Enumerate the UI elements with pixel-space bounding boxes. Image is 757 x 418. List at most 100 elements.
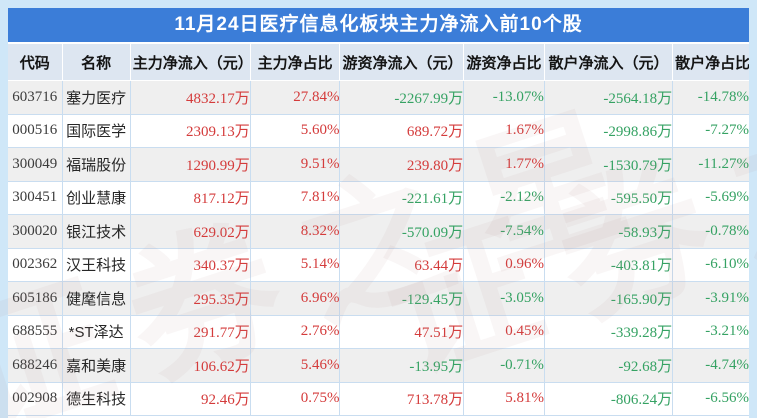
- page-title: 11月24日医疗信息化板块主力净流入前10个股: [8, 8, 749, 42]
- hot-money-net-inflow: 63.44万: [339, 248, 464, 282]
- stock-name: 塞力医疗: [61, 80, 131, 115]
- main-net-ratio: 5.14%: [249, 248, 340, 282]
- fund-flow-table: 代码 名称 主力净流入（元） 主力净占比 游资净流入（元） 游资净占比 散户净流入（元） 散户…: [8, 44, 749, 416]
- stock-name: 嘉和美康: [61, 348, 131, 383]
- main-net-ratio: 9.51%: [249, 147, 340, 182]
- retail-net-ratio: -4.74%: [672, 348, 749, 383]
- retail-net-ratio: -14.78%: [672, 80, 749, 115]
- retail-net-ratio: -11.27%: [672, 147, 749, 182]
- retail-net-inflow: -2998.86万: [543, 114, 673, 148]
- main-net-inflow: 1290.99万: [129, 147, 251, 182]
- retail-net-inflow: -1530.79万: [543, 147, 673, 182]
- retail-net-ratio: -7.27%: [672, 114, 749, 148]
- stock-name: 德生科技: [61, 382, 131, 416]
- main-net-ratio: 0.75%: [249, 382, 340, 416]
- hot-money-net-inflow: 239.80万: [339, 147, 464, 182]
- stock-code: 000516: [8, 114, 63, 148]
- retail-net-inflow: -92.68万: [543, 348, 673, 383]
- hot-money-net-inflow: -129.45万: [339, 281, 464, 316]
- stock-name: 汉王科技: [61, 248, 131, 282]
- stock-code: 002362: [8, 248, 63, 282]
- stock-code: 688555: [8, 315, 63, 349]
- column-header-stock-name: 名称: [61, 44, 131, 81]
- main-net-inflow: 817.12万: [129, 181, 251, 215]
- table-row: 300020 银江技术 629.02万 8.32% -570.09万 -7.54% -58.…: [8, 214, 749, 249]
- stock-code: 605186: [8, 281, 63, 316]
- stock-name: 创业慧康: [61, 181, 131, 215]
- main-net-inflow: 4832.17万: [129, 80, 251, 115]
- column-header-main-net-ratio: 主力净占比: [249, 44, 340, 81]
- hot-money-net-inflow: -2267.99万: [339, 80, 464, 115]
- column-header-retail-net-inflow: 散户净流入（元）: [543, 44, 673, 81]
- hot-money-net-inflow: -13.95万: [339, 348, 464, 383]
- retail-net-ratio: -3.91%: [672, 281, 749, 316]
- hot-money-net-inflow: -221.61万: [339, 181, 464, 215]
- retail-net-inflow: -595.50万: [543, 181, 673, 215]
- main-net-ratio: 5.60%: [249, 114, 340, 148]
- table-header: 代码 名称 主力净流入（元） 主力净占比 游资净流入（元） 游资净占比 散户净流入（元） 散户…: [8, 44, 749, 81]
- stock-name: 银江技术: [61, 214, 131, 249]
- retail-net-inflow: -339.28万: [543, 315, 673, 349]
- stock-name: 福瑞股份: [61, 147, 131, 182]
- hot-money-net-inflow: 713.78万: [339, 382, 464, 416]
- hot-money-net-inflow: -570.09万: [339, 214, 464, 249]
- hot-money-net-ratio: 5.81%: [463, 382, 545, 416]
- stock-code: 300049: [8, 147, 63, 182]
- hot-money-net-ratio: -7.54%: [463, 214, 545, 249]
- table-card: 11月24日医疗信息化板块主力净流入前10个股 代码 名称 主力净流入（元） 主力净占…: [8, 8, 749, 418]
- main-net-ratio: 27.84%: [249, 80, 340, 115]
- stock-code: 300020: [8, 214, 63, 249]
- hot-money-net-ratio: 0.45%: [463, 315, 545, 349]
- table-row: 300451 创业慧康 817.12万 7.81% -221.61万 -2.12% -595…: [8, 181, 749, 215]
- table-row: 002908 德生科技 92.46万 0.75% 713.78万 5.81% -806.24…: [8, 382, 749, 416]
- column-header-main-net-inflow: 主力净流入（元）: [129, 44, 251, 81]
- hot-money-net-ratio: -3.05%: [463, 281, 545, 316]
- stock-code: 603716: [8, 80, 63, 115]
- hot-money-net-ratio: 1.67%: [463, 114, 545, 148]
- main-net-ratio: 8.32%: [249, 214, 340, 249]
- retail-net-ratio: -6.10%: [672, 248, 749, 282]
- stock-code: 688246: [8, 348, 63, 383]
- hot-money-net-ratio: -0.71%: [463, 348, 545, 383]
- main-net-ratio: 5.46%: [249, 348, 340, 383]
- table-row: 605186 健麾信息 295.35万 6.96% -129.45万 -3.05% -165…: [8, 281, 749, 316]
- retail-net-inflow: -165.90万: [543, 281, 673, 316]
- table-row: 688555 *ST泽达 291.77万 2.76% 47.51万 0.45% -339.2…: [8, 315, 749, 349]
- stock-code: 002908: [8, 382, 63, 416]
- retail-net-ratio: -6.56%: [672, 382, 749, 416]
- stock-name: 健麾信息: [61, 281, 131, 316]
- main-net-inflow: 295.35万: [129, 281, 251, 316]
- retail-net-inflow: -403.81万: [543, 248, 673, 282]
- hot-money-net-ratio: -13.07%: [463, 80, 545, 115]
- retail-net-inflow: -2564.18万: [543, 80, 673, 115]
- hot-money-net-ratio: 1.77%: [463, 147, 545, 182]
- hot-money-net-inflow: 689.72万: [339, 114, 464, 148]
- main-net-inflow: 629.02万: [129, 214, 251, 249]
- stock-code: 300451: [8, 181, 63, 215]
- main-net-ratio: 6.96%: [249, 281, 340, 316]
- column-header-retail-net-ratio: 散户净占比: [672, 44, 749, 81]
- stock-name: 国际医学: [61, 114, 131, 148]
- retail-net-ratio: -5.69%: [672, 181, 749, 215]
- stock-name: *ST泽达: [61, 315, 131, 349]
- main-net-ratio: 7.81%: [249, 181, 340, 215]
- column-header-hot-money-net-inflow: 游资净流入（元）: [339, 44, 464, 81]
- retail-net-ratio: -0.78%: [672, 214, 749, 249]
- hot-money-net-inflow: 47.51万: [339, 315, 464, 349]
- retail-net-inflow: -58.93万: [543, 214, 673, 249]
- hot-money-net-ratio: 0.96%: [463, 248, 545, 282]
- main-net-inflow: 92.46万: [129, 382, 251, 416]
- retail-net-ratio: -3.21%: [672, 315, 749, 349]
- main-net-inflow: 2309.13万: [129, 114, 251, 148]
- retail-net-inflow: -806.24万: [543, 382, 673, 416]
- main-net-inflow: 340.37万: [129, 248, 251, 282]
- table-header-row: 代码 名称 主力净流入（元） 主力净占比 游资净流入（元） 游资净占比 散户净流入（元） 散户…: [8, 44, 749, 81]
- table-row: 688246 嘉和美康 106.62万 5.46% -13.95万 -0.71% -92.6…: [8, 348, 749, 383]
- hot-money-net-ratio: -2.12%: [463, 181, 545, 215]
- main-net-ratio: 2.76%: [249, 315, 340, 349]
- column-header-stock-code: 代码: [8, 44, 63, 81]
- main-net-inflow: 106.62万: [129, 348, 251, 383]
- table-row: 603716 塞力医疗 4832.17万 27.84% -2267.99万 -13.07%…: [8, 80, 749, 115]
- table-row: 002362 汉王科技 340.37万 5.14% 63.44万 0.96% -403.81…: [8, 248, 749, 282]
- table-row: 000516 国际医学 2309.13万 5.60% 689.72万 1.67% -2998…: [8, 114, 749, 148]
